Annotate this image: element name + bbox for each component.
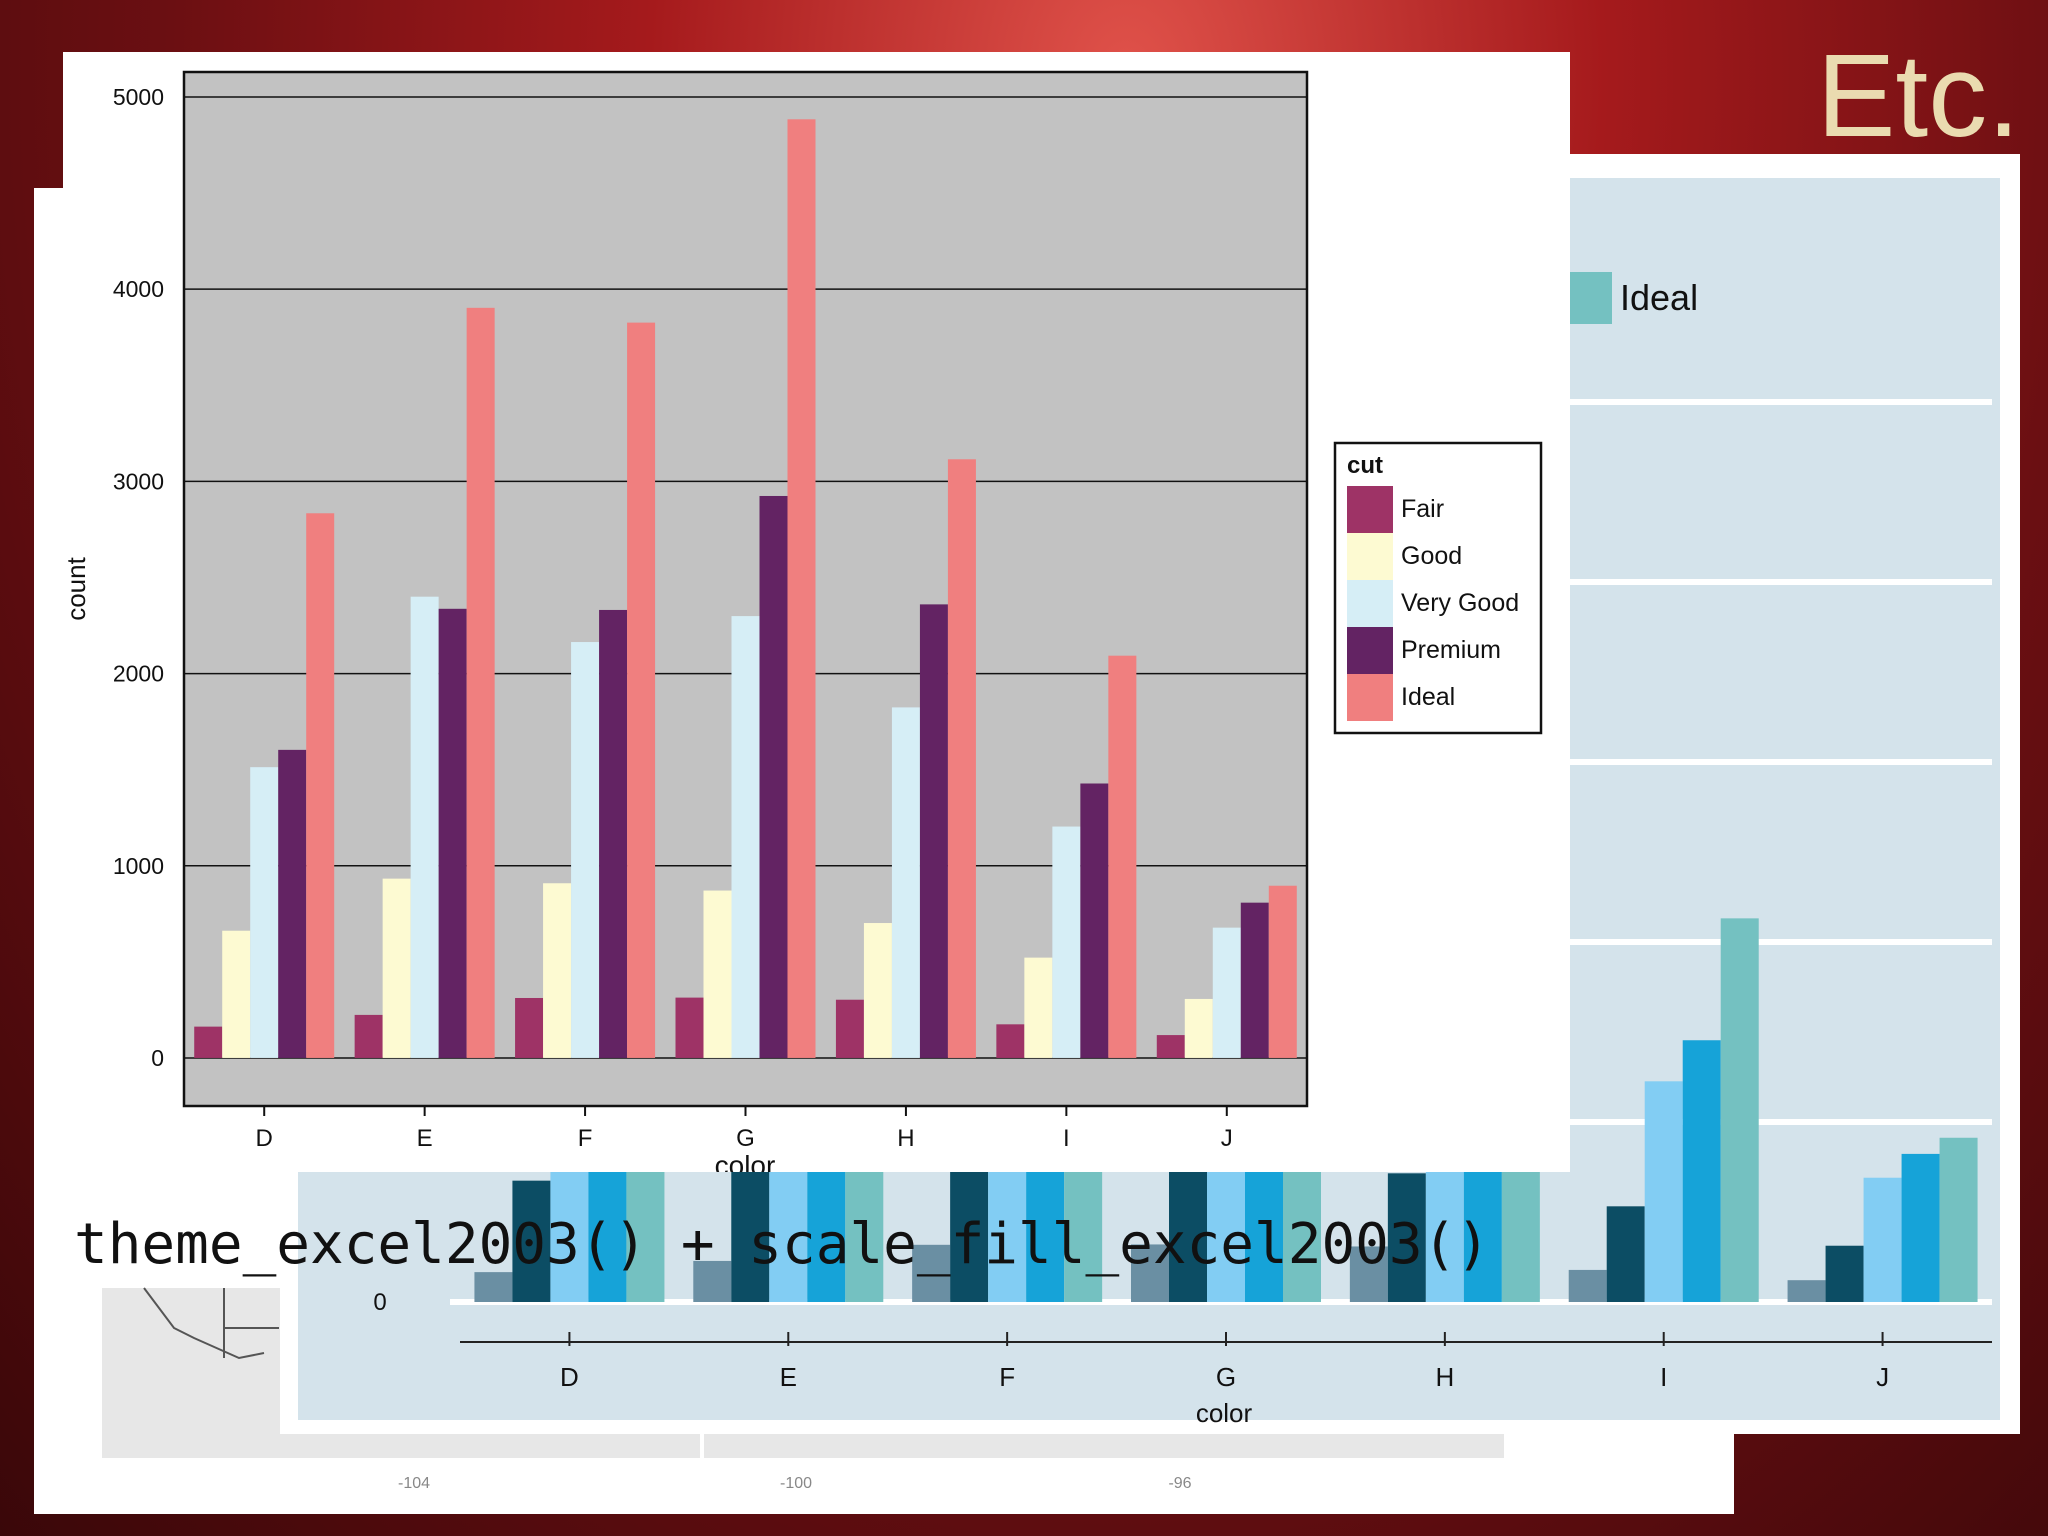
- front-bar-G-premium: [759, 495, 788, 1058]
- back-bar-F-fair: [912, 1244, 951, 1302]
- back-bar-H-good: [1387, 1173, 1426, 1302]
- front-bar-J-ideal: [1268, 885, 1297, 1058]
- front-bar-D-good: [222, 930, 251, 1058]
- back-legend-label-ideal: Ideal: [1620, 277, 1698, 318]
- front-legend-swatch: [1347, 533, 1393, 580]
- front-bar-E-fair: [354, 1014, 383, 1058]
- front-bar-H-good: [863, 923, 892, 1058]
- back-bar-I-premium: [1682, 1040, 1721, 1302]
- front-legend-label: Premium: [1401, 636, 1501, 664]
- front-legend-label: Very Good: [1401, 589, 1519, 617]
- front-legend-label: Fair: [1401, 495, 1444, 523]
- back-bar-J-premium: [1901, 1153, 1940, 1302]
- front-bar-D-fair: [194, 1026, 223, 1058]
- back-bar-G-fair: [1131, 1244, 1169, 1302]
- back-bar-I-good: [1606, 1206, 1645, 1302]
- front-legend-swatch: [1347, 486, 1393, 533]
- front-bar-F-premium: [599, 609, 628, 1058]
- front-bar-E-ideal: [466, 307, 495, 1058]
- back-bar-I-ideal: [1720, 918, 1759, 1302]
- back-x-tick-label: H: [1435, 1362, 1454, 1392]
- front-bar-F-fair: [515, 997, 544, 1058]
- front-bar-G-fair: [675, 997, 704, 1058]
- front-bar-I-fair: [996, 1024, 1025, 1058]
- back-y-tick-0: 0: [373, 1289, 386, 1316]
- map-tick-2: -96: [1168, 1475, 1191, 1492]
- front-x-tick-label: F: [578, 1125, 593, 1152]
- back-x-tick-label: G: [1216, 1362, 1236, 1392]
- front-x-tick-label: E: [417, 1125, 433, 1152]
- back-bar-I-very-good: [1644, 1081, 1683, 1302]
- front-bar-J-premium: [1240, 902, 1269, 1058]
- front-bar-G-ideal: [787, 119, 816, 1058]
- front-bar-G-good: [703, 890, 732, 1058]
- back-legend-swatch-ideal: [1568, 272, 1612, 324]
- front-bar-I-good: [1024, 957, 1053, 1058]
- front-bar-I-ideal: [1108, 655, 1137, 1058]
- front-legend-swatch: [1347, 627, 1393, 674]
- map-tick-0: -104: [398, 1475, 430, 1492]
- front-bar-F-good: [543, 883, 572, 1058]
- front-legend-swatch: [1347, 674, 1393, 721]
- front-bar-E-premium: [438, 608, 467, 1058]
- back-bar-H-fair: [1349, 1246, 1388, 1302]
- front-y-tick-label: 0: [151, 1045, 164, 1071]
- front-bar-F-very-good: [571, 642, 600, 1058]
- back-bar-J-very-good: [1863, 1177, 1902, 1302]
- front-bar-J-fair: [1156, 1035, 1185, 1058]
- front-bar-H-fair: [835, 999, 864, 1058]
- front-bar-G-very-good: [731, 616, 760, 1058]
- front-y-axis-label: count: [63, 556, 91, 620]
- map-tick-1: -100: [780, 1475, 812, 1492]
- back-x-axis-label: color: [1196, 1398, 1253, 1428]
- front-y-tick-label: 1000: [113, 853, 164, 879]
- map-coastline: [143, 1287, 279, 1360]
- front-bar-J-good: [1184, 998, 1213, 1058]
- front-bar-J-very-good: [1212, 927, 1241, 1058]
- front-legend-label: Ideal: [1401, 683, 1455, 711]
- front-legend: cut Fair Good Very Good Premium Ideal: [1333, 441, 1543, 735]
- back-x-tick-label: E: [780, 1362, 797, 1392]
- front-x-tick-label: J: [1221, 1125, 1233, 1152]
- back-x-tick-label: I: [1660, 1362, 1667, 1392]
- back-bar-J-ideal: [1939, 1137, 1978, 1302]
- code-caption: theme_excel2003() + scale_fill_excel2003…: [74, 1212, 1491, 1277]
- front-y-tick-label: 2000: [113, 661, 164, 687]
- back-bar-I-fair: [1568, 1269, 1607, 1302]
- back-x-tick-label: F: [999, 1362, 1015, 1392]
- back-bar-J-fair: [1787, 1280, 1826, 1302]
- front-legend-swatch: [1347, 580, 1393, 627]
- front-bar-H-very-good: [891, 707, 920, 1058]
- front-x-tick-label: D: [256, 1125, 273, 1152]
- front-legend-label: Good: [1401, 542, 1462, 570]
- front-x-tick-label: H: [897, 1125, 914, 1152]
- front-bar-E-good: [382, 878, 411, 1058]
- front-y-tick-label: 3000: [113, 468, 164, 494]
- back-x-tick-label: J: [1876, 1362, 1889, 1392]
- front-x-axis-label: color: [715, 1150, 776, 1172]
- front-x-tick-label: G: [736, 1125, 755, 1152]
- front-bar-D-very-good: [250, 767, 279, 1058]
- back-bar-D-good: [512, 1180, 551, 1302]
- front-bar-F-ideal: [627, 322, 656, 1058]
- front-plot-panel: 0 1000 2000 3000 4000 5000 D E F G H I J count colo…: [61, 52, 1570, 1181]
- front-bar-I-very-good: [1052, 826, 1081, 1058]
- front-legend-title: cut: [1347, 452, 1383, 479]
- back-bar-D-fair: [474, 1272, 513, 1302]
- front-bar-D-premium: [278, 749, 307, 1058]
- front-y-tick-label: 5000: [113, 84, 164, 110]
- front-bar-I-premium: [1080, 783, 1109, 1058]
- back-bar-E-fair: [693, 1260, 732, 1302]
- front-bar-H-ideal: [947, 459, 976, 1058]
- back-bar-J-good: [1825, 1245, 1864, 1302]
- slide-title: Etc.: [1816, 30, 2020, 162]
- front-bar-chart: 0 1000 2000 3000 4000 5000 D E F G H I J count colo…: [61, 70, 1543, 1181]
- front-x-tick-label: I: [1063, 1125, 1070, 1152]
- front-bar-H-premium: [919, 604, 948, 1058]
- front-bar-D-ideal: [306, 513, 335, 1058]
- front-bar-E-very-good: [410, 596, 439, 1058]
- front-y-tick-label: 4000: [113, 276, 164, 302]
- back-x-tick-label: D: [560, 1362, 579, 1392]
